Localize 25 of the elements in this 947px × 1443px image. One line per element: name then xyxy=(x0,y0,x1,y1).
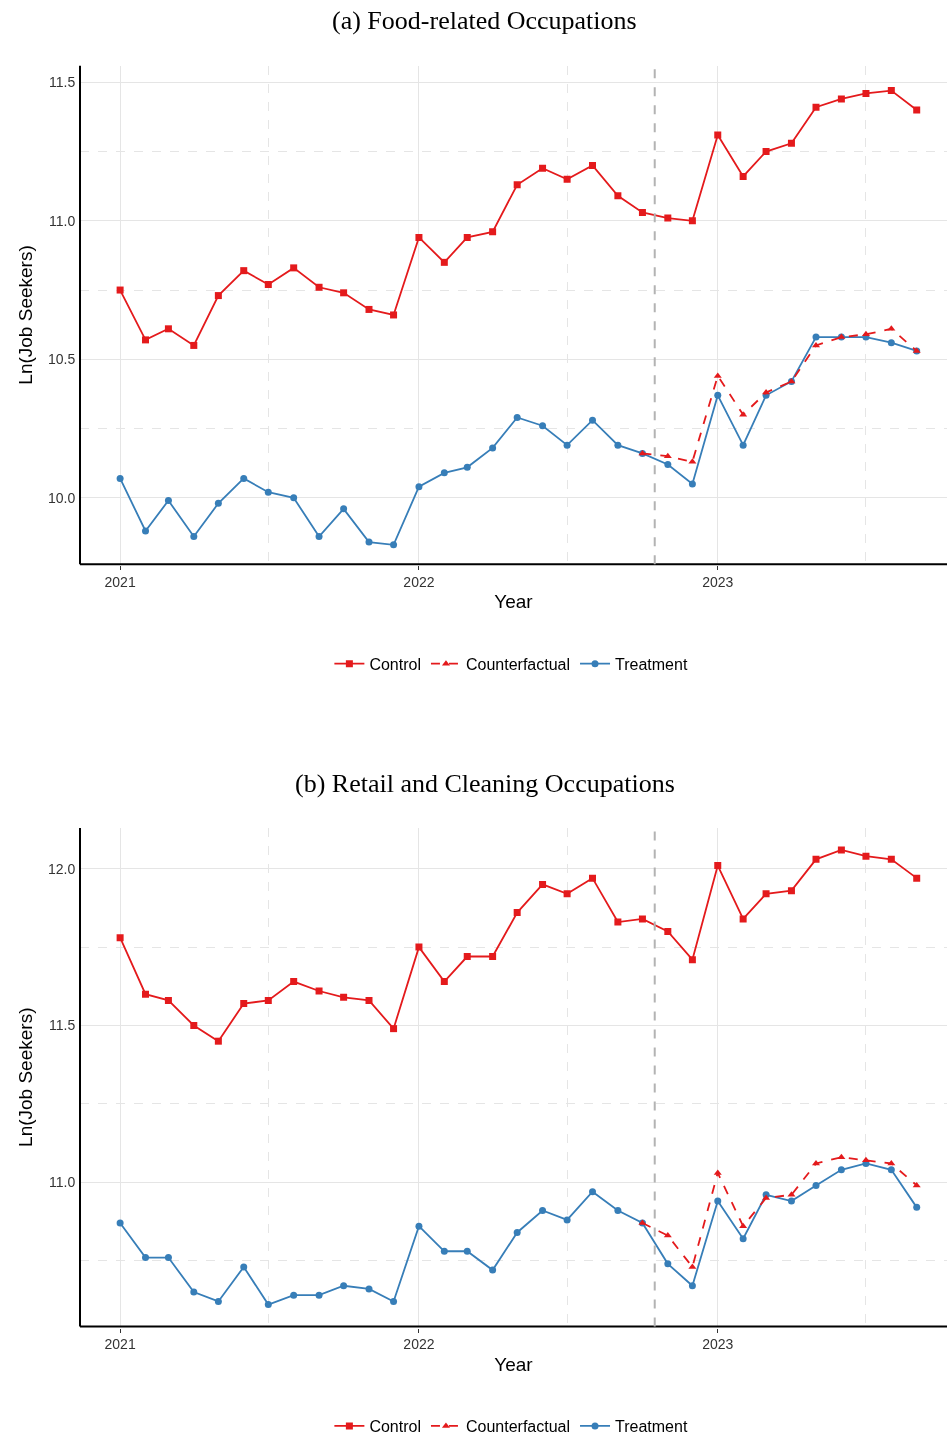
legend-label: Control xyxy=(369,655,421,673)
x-tick-label: 2023 xyxy=(702,574,734,591)
y-tick-label: 11.5 xyxy=(48,74,76,91)
y-tick-label: 10.0 xyxy=(47,489,76,506)
legend-label: Treatment xyxy=(615,1418,688,1436)
x-axis-title: Year xyxy=(494,1353,534,1375)
chart-title: (b) Retail and Cleaning Occupations xyxy=(295,769,675,798)
y-tick-label: 11.5 xyxy=(48,1017,76,1034)
y-axis-title: Ln(Job Seekers) xyxy=(15,245,37,385)
y-axis-title: Ln(Job Seekers) xyxy=(15,1007,37,1147)
legend-label: Control xyxy=(369,1418,421,1436)
x-tick-label: 2021 xyxy=(104,1336,136,1353)
x-tick-label: 2022 xyxy=(403,574,435,591)
legend-label: Counterfactual xyxy=(465,655,571,673)
y-tick-label: 12.0 xyxy=(47,860,76,877)
legend-label: Treatment xyxy=(615,655,688,673)
y-tick-label: 10.5 xyxy=(47,351,76,368)
legend-label: Counterfactual xyxy=(465,1418,571,1436)
y-tick-label: 11.0 xyxy=(48,1174,76,1191)
chart-title: (a) Food-related Occupations xyxy=(332,6,637,35)
x-tick-label: 2021 xyxy=(104,574,136,591)
x-axis-title: Year xyxy=(494,591,534,613)
x-tick-label: 2022 xyxy=(403,1336,435,1353)
x-tick-label: 2023 xyxy=(702,1336,734,1353)
y-tick-label: 11.0 xyxy=(48,212,76,229)
